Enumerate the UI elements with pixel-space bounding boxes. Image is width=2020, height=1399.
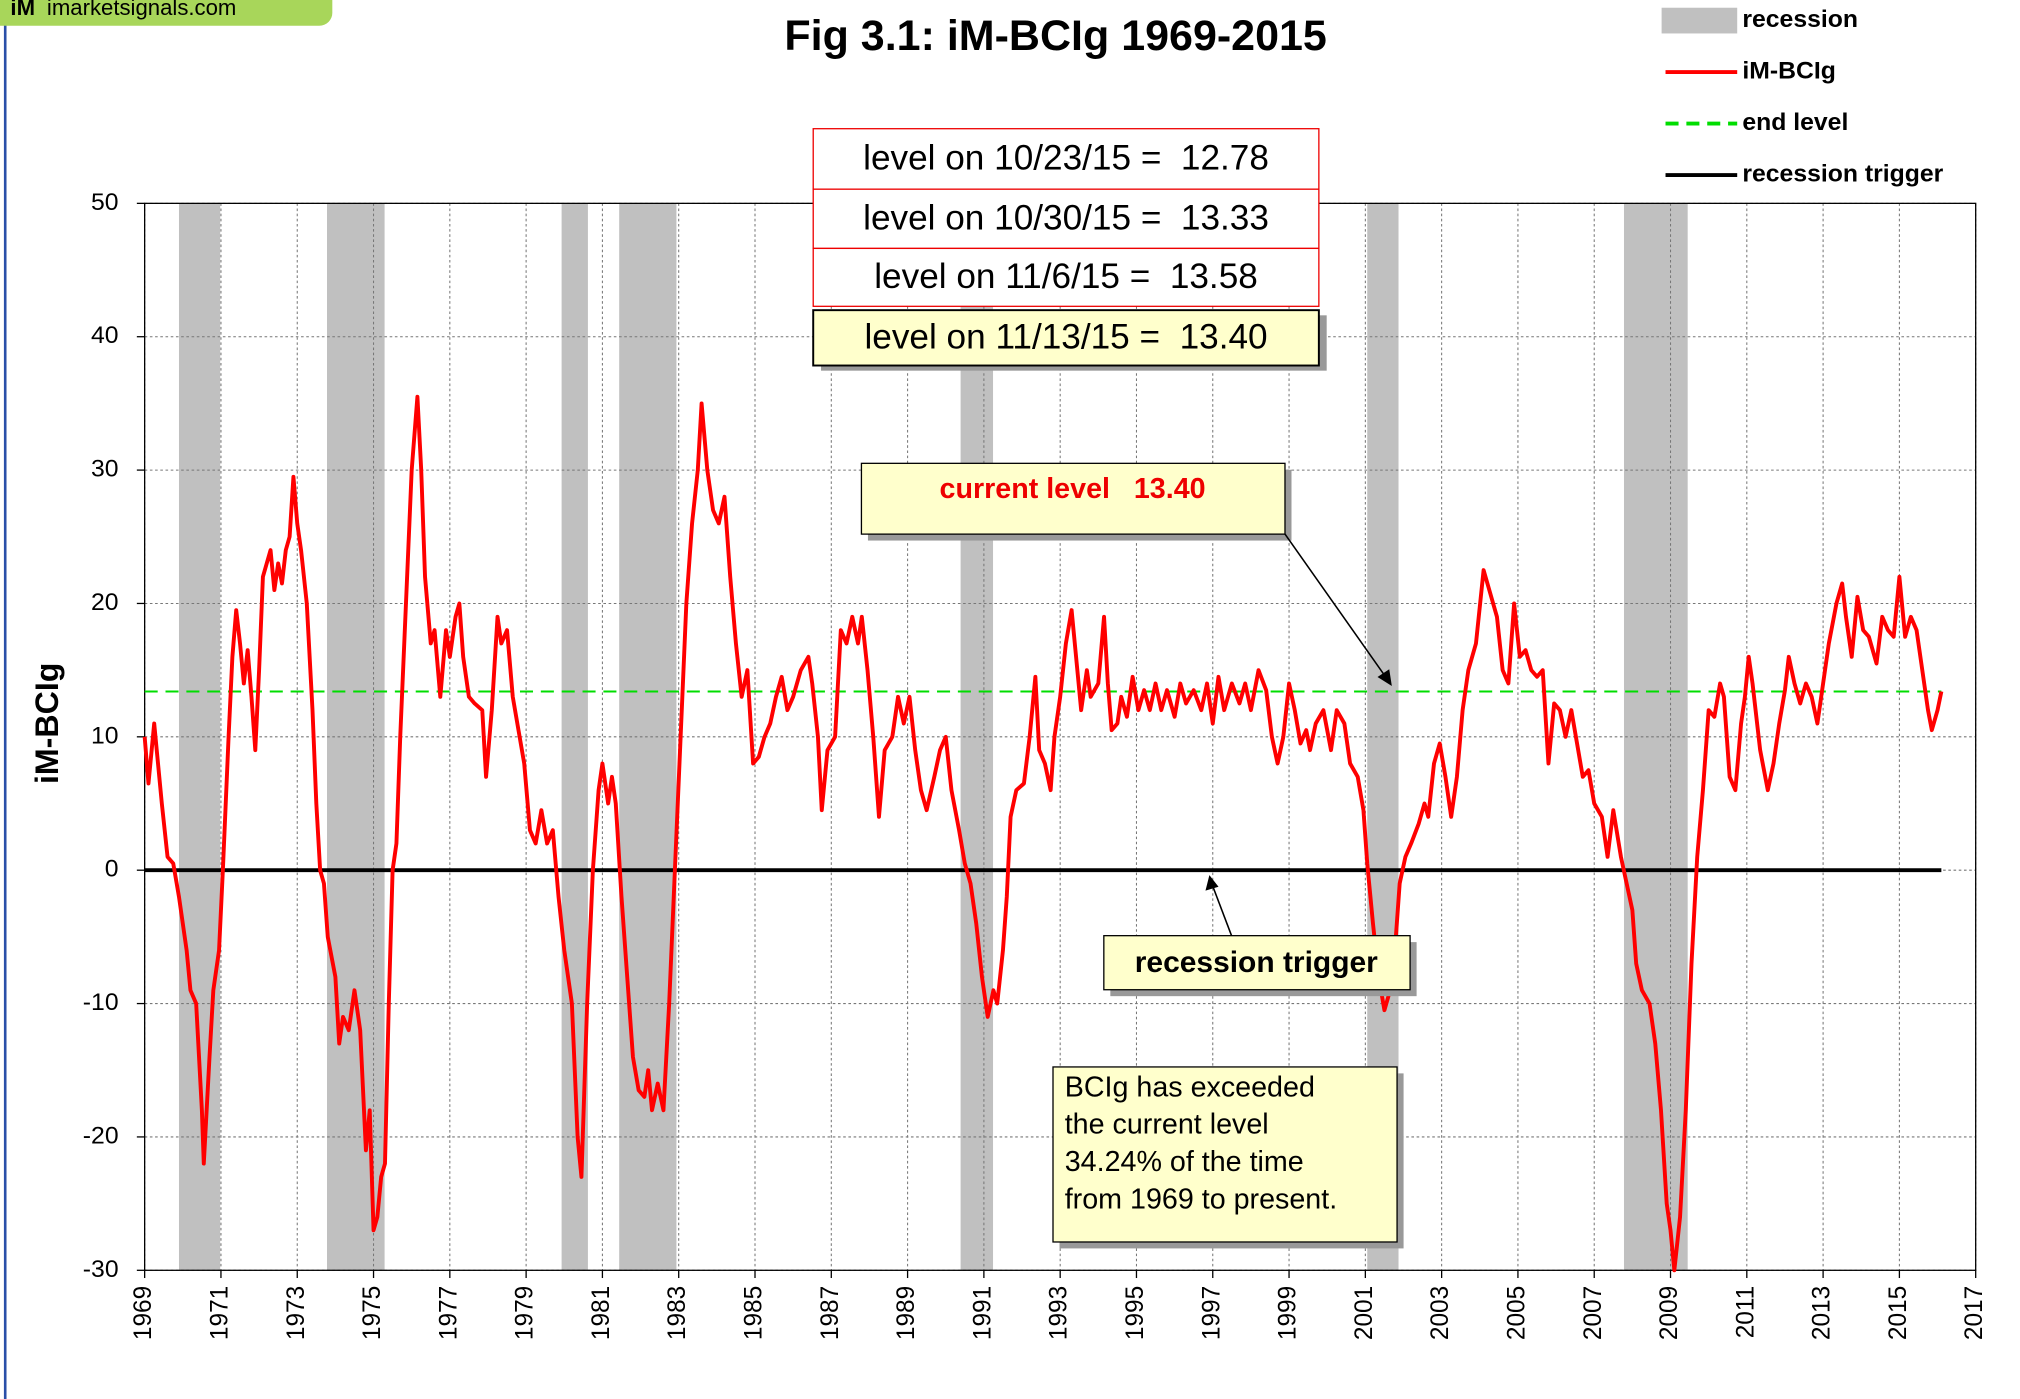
y-tick-label: 50 bbox=[91, 189, 119, 216]
level-box bbox=[812, 128, 1320, 190]
level-box bbox=[812, 309, 1320, 367]
level-text: level on 11/13/15 = 13.40 bbox=[864, 318, 1267, 357]
y-tick-label: 20 bbox=[91, 589, 119, 616]
legend-label: recession bbox=[1742, 6, 1858, 33]
x-tick-label: 2003 bbox=[1427, 1286, 1454, 1340]
x-tick-label: 2011 bbox=[1732, 1286, 1759, 1339]
recession-band bbox=[1623, 203, 1688, 1271]
y-tick-label: -10 bbox=[83, 989, 119, 1016]
annotations: level on 10/23/15 = 12.78 level on 10/30/… bbox=[812, 128, 1417, 1249]
arrow-head bbox=[1377, 669, 1392, 686]
current-level-text: current level 13.40 bbox=[940, 473, 1206, 505]
y-tick-label: 30 bbox=[91, 456, 119, 483]
legend-label: recession trigger bbox=[1742, 161, 1943, 188]
y-tick-label: -30 bbox=[83, 1256, 119, 1283]
exceed-box bbox=[1052, 1066, 1398, 1243]
legend-label: end level bbox=[1742, 109, 1848, 136]
trigger-text: recession trigger bbox=[1135, 946, 1378, 979]
series-line bbox=[142, 394, 1944, 1273]
level-text: level on 10/30/15 = 13.33 bbox=[863, 198, 1269, 237]
y-tick-label: -20 bbox=[83, 1123, 119, 1150]
x-tick-label: 2015 bbox=[1885, 1286, 1912, 1340]
x-tick-label: 1987 bbox=[817, 1286, 844, 1340]
exceed-text: from 1969 to present. bbox=[1065, 1183, 1337, 1215]
plot-area: -30 -20 -10 0 10 20 30 40 50 1969 1971 1973 1975 1977… bbox=[83, 189, 1988, 1340]
x-tick-label: 1975 bbox=[359, 1286, 386, 1340]
logo-mark: iM bbox=[10, 0, 35, 20]
level-box bbox=[812, 247, 1320, 307]
legend-swatch bbox=[1661, 7, 1738, 34]
trigger-box bbox=[1103, 935, 1411, 991]
logo-badge bbox=[0, 0, 333, 26]
recession-band bbox=[960, 203, 994, 1271]
x-tick-label: 1989 bbox=[893, 1286, 920, 1340]
current-level-box bbox=[860, 462, 1286, 535]
legend-label: iM-BCIg bbox=[1742, 58, 1835, 85]
level-text: level on 10/23/15 = 12.78 bbox=[863, 139, 1269, 178]
y-tick-label: 40 bbox=[91, 322, 119, 349]
x-tick-label: 1973 bbox=[283, 1286, 310, 1340]
x-tick-label: 1997 bbox=[1198, 1286, 1225, 1340]
x-tick-label: 1969 bbox=[130, 1286, 157, 1340]
x-tick-label: 1991 bbox=[969, 1286, 996, 1340]
x-tick-label: 1999 bbox=[1274, 1286, 1301, 1340]
x-tick-label: 1971 bbox=[206, 1286, 233, 1340]
x-tick-label: 2009 bbox=[1656, 1286, 1683, 1340]
y-axis-label: iM-BCIg bbox=[29, 663, 65, 784]
x-tick-label: 2001 bbox=[1351, 1286, 1378, 1340]
arrow bbox=[1284, 533, 1388, 679]
x-tick-label: 1981 bbox=[588, 1286, 615, 1340]
level-text: level on 11/6/15 = 13.58 bbox=[874, 257, 1258, 296]
x-tick-label: 2017 bbox=[1961, 1286, 1988, 1340]
x-tick-label: 1985 bbox=[740, 1286, 767, 1340]
arrow bbox=[1211, 883, 1233, 936]
x-tick-label: 2005 bbox=[1503, 1286, 1530, 1340]
logo-text: imarketsignals.com bbox=[47, 0, 236, 20]
exceed-text: the current level bbox=[1065, 1109, 1269, 1141]
x-tick-label: 1995 bbox=[1122, 1286, 1149, 1340]
x-tick-label: 1979 bbox=[512, 1286, 539, 1340]
y-tick-label: 0 bbox=[105, 856, 119, 883]
x-tick-label: 2007 bbox=[1580, 1286, 1607, 1340]
chart-title: Fig 3.1: iM-BCIg 1969-2015 bbox=[784, 12, 1326, 60]
x-tick-label: 1977 bbox=[435, 1286, 462, 1340]
x-tick-label: 2013 bbox=[1809, 1286, 1836, 1340]
x-tick-label: 1983 bbox=[664, 1286, 691, 1340]
x-tick-label: 1993 bbox=[1046, 1286, 1073, 1340]
exceed-text: 34.24% of the time bbox=[1065, 1146, 1304, 1178]
arrow-head bbox=[1205, 875, 1219, 891]
y-tick-label: 10 bbox=[91, 722, 119, 749]
exceed-text: BCIg has exceeded bbox=[1065, 1071, 1315, 1103]
